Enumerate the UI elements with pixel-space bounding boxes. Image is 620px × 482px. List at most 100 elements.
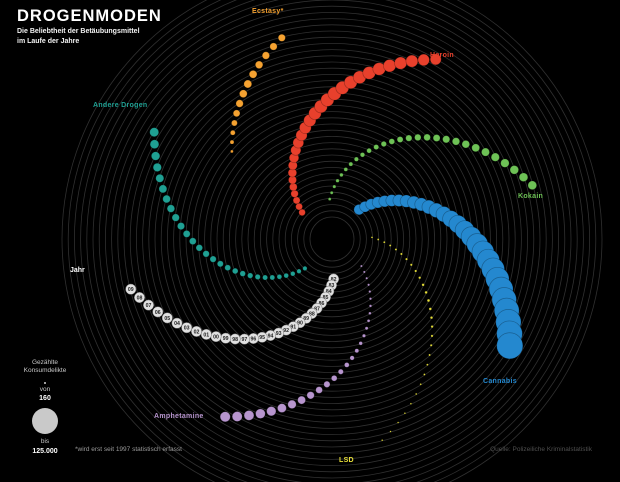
bubble: [283, 272, 289, 279]
bubble: [409, 263, 413, 267]
bubble: [428, 353, 432, 357]
bubble: [428, 307, 432, 311]
bubble: [429, 343, 433, 347]
year-node: [143, 299, 154, 311]
legend-max-circle: [32, 408, 58, 435]
size-legend: Gezählte Konsumdelikte von 160 bis 125.0…: [8, 359, 82, 456]
year-node-label: 97: [242, 337, 248, 343]
bubble: [421, 283, 425, 287]
bubble: [368, 290, 372, 294]
year-node-label: 01: [203, 332, 209, 338]
label-cannabis: Cannabis: [483, 378, 517, 385]
bubble: [381, 439, 384, 442]
bubble: [202, 250, 210, 258]
bubble: [295, 202, 303, 211]
bubble: [229, 139, 235, 145]
bubble: [354, 348, 360, 354]
bubble: [500, 158, 510, 168]
series-cannabis: [353, 194, 524, 360]
bubble: [166, 204, 176, 213]
bubble: [298, 208, 306, 217]
bubble: [243, 410, 255, 421]
bubble: [254, 273, 261, 280]
bubble: [396, 136, 404, 143]
year-node-label: 92: [283, 328, 289, 334]
year-node: [125, 283, 137, 295]
bubble: [417, 53, 430, 66]
label-heroin: Heroin: [430, 52, 454, 59]
bubble: [330, 374, 338, 382]
label-amphetamine: Amphetamine: [154, 413, 204, 420]
bubble: [348, 161, 354, 167]
year-node-label: 84: [326, 289, 332, 295]
bubble: [403, 412, 407, 415]
year-node: [181, 322, 193, 334]
bubble: [409, 402, 413, 405]
year-node-label: 89: [303, 316, 309, 322]
label-ecstasy: Ecstasy*: [252, 8, 284, 15]
year-node-label: 82: [331, 277, 337, 283]
bubble: [405, 134, 413, 142]
bubble: [155, 173, 165, 183]
legend-title-line-1: Gezählte: [31, 359, 59, 366]
bubble: [349, 355, 355, 361]
bubble: [430, 334, 434, 338]
bubble: [405, 54, 419, 68]
year-node-label: 94: [268, 333, 274, 339]
bubble: [360, 264, 363, 268]
bubble: [239, 89, 248, 98]
bubble: [396, 421, 400, 424]
year-node-label: 02: [194, 329, 200, 335]
bubble: [254, 60, 264, 69]
year-node-label: 87: [314, 306, 320, 312]
bubble: [302, 265, 308, 271]
bubble: [388, 138, 396, 145]
bubble: [262, 274, 269, 281]
year-node-label: 04: [174, 321, 180, 327]
bubble: [376, 238, 380, 241]
bubble: [243, 79, 253, 89]
bubble: [405, 257, 408, 261]
bubble: [231, 267, 239, 275]
label-lsd: LSD: [339, 457, 354, 464]
bubble: [442, 135, 451, 144]
bubble: [266, 406, 277, 417]
bubble: [158, 184, 168, 194]
page-title: DROGENMODEN: [17, 7, 162, 25]
year-node: [171, 317, 183, 329]
bubble: [239, 270, 246, 277]
bubble: [382, 240, 386, 244]
bubble: [362, 270, 366, 274]
series-lsd: [370, 236, 434, 442]
bubble: [287, 399, 297, 409]
bubble: [269, 274, 276, 281]
bubble: [471, 143, 481, 153]
bubble: [231, 119, 238, 127]
bubble: [368, 297, 373, 301]
bubble: [276, 274, 283, 280]
bubble: [162, 194, 171, 204]
bubble: [383, 59, 397, 73]
bubble: [235, 99, 244, 108]
bubble: [418, 276, 422, 280]
bubble: [429, 315, 434, 320]
bubble: [171, 213, 180, 222]
bubble: [432, 134, 441, 142]
bubble: [152, 162, 162, 172]
bubble: [219, 411, 231, 423]
guide-rings: [61, 0, 603, 482]
bubble: [368, 311, 372, 316]
bubble: [414, 133, 422, 142]
bubble: [195, 244, 203, 252]
bubble: [247, 272, 254, 279]
subtitle-line-1: Die Beliebtheit der Betäubungsmittel: [17, 28, 140, 35]
bubble: [490, 152, 500, 162]
bubble: [248, 70, 258, 79]
bubble: [481, 147, 490, 157]
year-node: [161, 312, 173, 324]
bubble: [509, 165, 519, 175]
label-andere-drogen: Andere Drogen: [93, 102, 148, 109]
year-node-label: 95: [259, 335, 265, 341]
bubble: [182, 230, 191, 238]
bubble: [229, 129, 236, 136]
